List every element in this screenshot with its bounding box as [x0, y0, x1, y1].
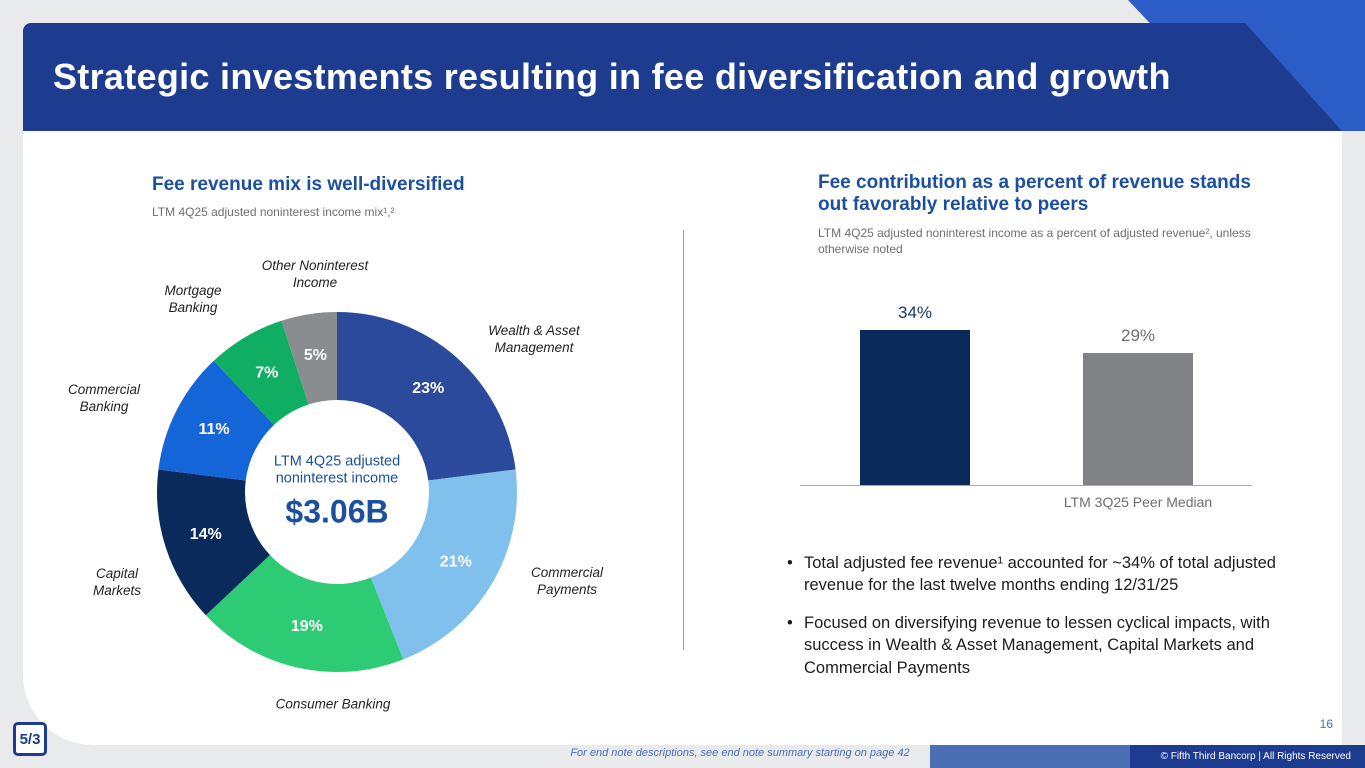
- donut-segment-2: [205, 554, 404, 672]
- segment-label-commercial-banking: Commercial Banking: [67, 382, 140, 414]
- segment-label-wealth-asset-management: Wealth & Asset Management: [488, 323, 580, 355]
- donut-percent-label-0: 23%: [412, 380, 444, 397]
- donut-percent-label-5: 7%: [255, 365, 278, 382]
- bullet-item-1: Total adjusted fee revenue¹ accounted fo…: [785, 552, 1300, 597]
- footer-accent-bar: [930, 745, 1130, 768]
- segment-label-other-noninterest-income: Other Noninterest Income: [261, 258, 369, 290]
- donut-center-label: LTM 4Q25 adjusted noninterest income $3.…: [242, 454, 432, 531]
- page-number: 16: [1319, 717, 1333, 731]
- donut-percent-label-6: 5%: [304, 347, 327, 364]
- bar-axis-line: [800, 485, 1252, 486]
- segment-label-capital-markets: Capital Markets: [92, 566, 141, 598]
- donut-segment-5: [213, 320, 309, 425]
- donut-center-line1: LTM 4Q25 adjusted: [273, 453, 401, 470]
- left-section-subheading: LTM 4Q25 adjusted noninterest income mix…: [152, 205, 395, 219]
- bar-chart: LTM 3Q25 Peer Median 34% 29%: [800, 295, 1260, 525]
- vertical-divider: [683, 230, 684, 650]
- donut-segment-3: [157, 469, 270, 616]
- donut-svg: 23% 21% 19% 14% 11% 7% 5%: [157, 312, 517, 672]
- bar-axis-label: LTM 3Q25 Peer Median: [1063, 494, 1213, 510]
- donut-percent-label-3: 14%: [190, 526, 222, 543]
- page-title: Strategic investments resulting in fee d…: [53, 56, 1171, 97]
- donut-segment-1: [370, 469, 517, 660]
- bar-value-label-0: 34%: [897, 303, 933, 322]
- donut-percent-label-1: 21%: [440, 554, 472, 571]
- bar-1: [1083, 353, 1193, 485]
- bar-value-label-1: 29%: [1120, 326, 1156, 345]
- donut-center-value: $3.06B: [285, 493, 389, 530]
- fifth-third-logo: 5/3: [13, 722, 47, 756]
- donut-segment-6: [281, 312, 337, 405]
- right-section-subheading: LTM 4Q25 adjusted noninterest income as …: [818, 226, 1251, 256]
- donut-percent-label-2: 19%: [291, 618, 323, 635]
- donut-segment-0: [337, 312, 516, 481]
- donut-percent-label-4: 11%: [198, 421, 229, 438]
- footer-endnote: For end note descriptions, see end note …: [570, 747, 910, 759]
- segment-label-commercial-payments: Commercial Payments: [530, 565, 603, 597]
- donut-segment-4: [158, 360, 275, 481]
- left-section-heading: Fee revenue mix is well-diversified: [152, 174, 465, 195]
- segment-label-mortgage-banking: Mortgage Banking: [164, 283, 222, 315]
- slide-card: Fee revenue mix is well-diversified LTM …: [23, 23, 1342, 745]
- bullet-item-2: Focused on diversifying revenue to lesse…: [785, 612, 1300, 679]
- footer-copyright: © Fifth Third Bancorp | All Rights Reser…: [1130, 745, 1365, 768]
- bar-0: [860, 330, 970, 485]
- donut-center-line2: noninterest income: [275, 471, 399, 487]
- donut-chart: 23% 21% 19% 14% 11% 7% 5% LTM 4Q25 adjusted no…: [60, 245, 680, 740]
- key-points-list: Total adjusted fee revenue¹ accounted fo…: [785, 552, 1300, 694]
- segment-label-consumer-banking: Consumer Banking: [275, 696, 391, 712]
- header-band: Strategic investments resulting in fee d…: [23, 23, 1342, 131]
- fifth-third-logo-text: 5/3: [19, 730, 41, 748]
- right-section-heading: Fee contribution as a percent of revenue…: [818, 172, 1251, 216]
